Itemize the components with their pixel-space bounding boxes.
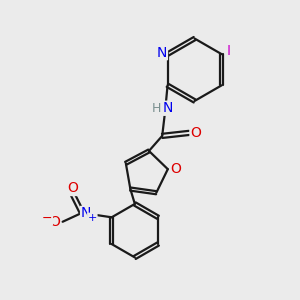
Text: O: O — [170, 162, 181, 176]
Text: O: O — [67, 182, 78, 196]
Text: +: + — [88, 213, 97, 223]
Text: N: N — [81, 206, 91, 220]
Text: O: O — [190, 126, 201, 140]
Text: N: N — [157, 46, 167, 60]
Text: O: O — [49, 215, 60, 229]
Text: H: H — [152, 102, 161, 115]
Text: −: − — [42, 212, 52, 225]
Text: I: I — [226, 44, 230, 58]
Text: N: N — [162, 101, 173, 115]
